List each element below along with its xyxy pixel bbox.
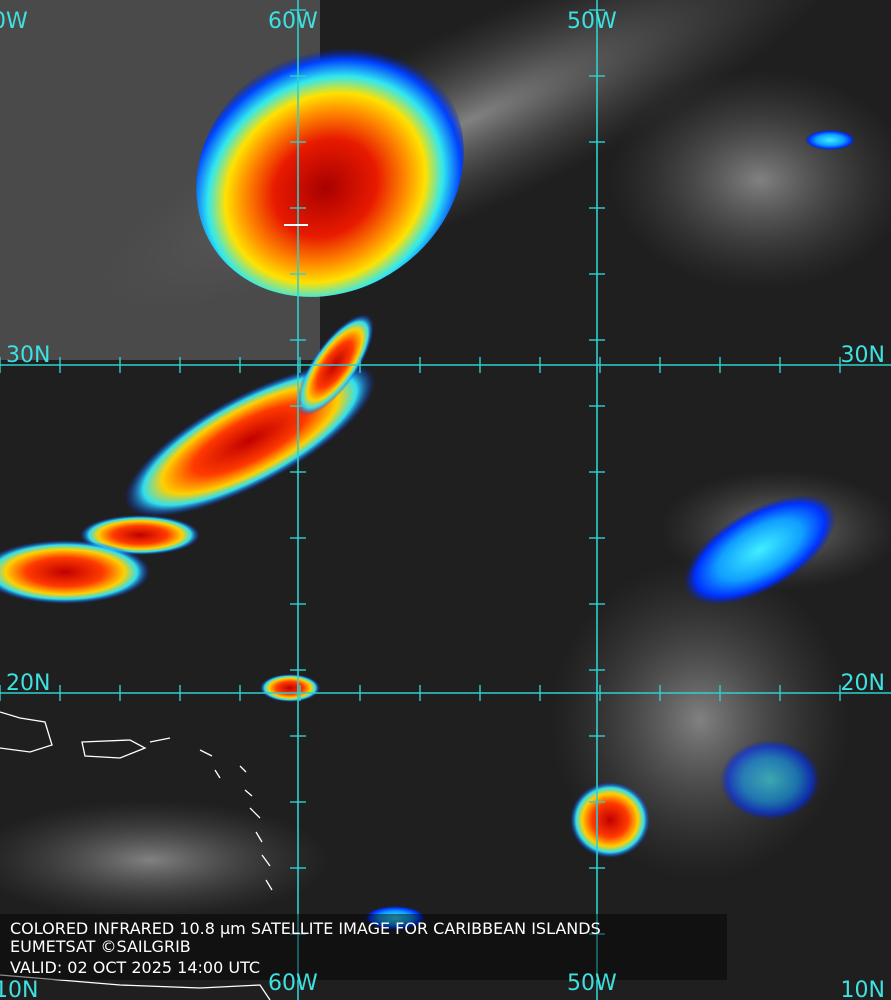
latitude-label: 30N <box>841 343 885 368</box>
cloud-cluster <box>720 740 820 820</box>
cloud-haze <box>610 70 891 290</box>
longitude-label: 50W <box>567 971 617 996</box>
latitude-label: 10N <box>841 978 885 1000</box>
hurricane-cloud <box>196 43 464 297</box>
storm-cell <box>570 782 650 858</box>
caption-line: VALID: 02 OCT 2025 14:00 UTC <box>10 958 260 977</box>
longitude-label: 60W <box>268 9 318 34</box>
caption-box <box>0 914 727 980</box>
longitude-label: 50W <box>567 9 617 34</box>
cloud-band <box>0 540 150 604</box>
latitude-label: 30N <box>6 343 50 368</box>
island-outline <box>0 711 53 753</box>
latitude-label: 20N <box>841 671 885 696</box>
island-outline <box>149 737 273 891</box>
caption-line: EUMETSAT ©SAILGRIB <box>10 937 191 956</box>
longitude-label: 60W <box>268 971 318 996</box>
storm-cell <box>260 674 320 702</box>
island-outline <box>81 739 147 759</box>
cloud-cluster <box>365 906 425 930</box>
longitude-label: 0W <box>0 9 28 34</box>
latitude-label: 20N <box>6 671 50 696</box>
cloud-cluster <box>683 495 837 605</box>
latitude-label: 10N <box>0 978 38 1000</box>
cloud-cluster <box>805 130 855 150</box>
cloud-haze <box>0 800 330 920</box>
caption-line: COLORED INFRARED 10.8 µm SATELLITE IMAGE… <box>10 919 601 938</box>
coast-outline <box>0 974 271 1000</box>
